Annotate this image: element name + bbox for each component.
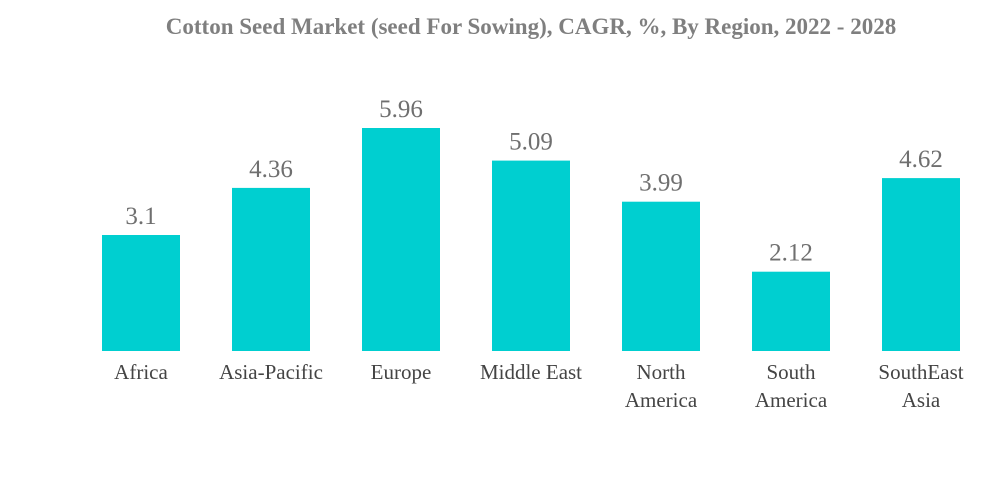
bar-south-america [752, 271, 830, 351]
category-label-north-america: North America [625, 360, 698, 412]
bar-southeast-asia [882, 178, 960, 351]
bars-layer [102, 128, 960, 351]
category-label-europe: Europe [371, 360, 432, 384]
bar-europe [362, 128, 440, 351]
value-label-europe: 5.96 [379, 96, 423, 123]
category-label-africa: Africa [114, 360, 168, 384]
value-label-africa: 3.1 [125, 203, 156, 230]
value-label-south-america: 2.12 [769, 240, 813, 267]
category-label-southeast-asia: SouthEast Asia [878, 360, 963, 412]
value-label-southeast-asia: 4.62 [899, 146, 943, 173]
value-label-middle-east: 5.09 [509, 129, 553, 156]
bar-middle-east [492, 160, 570, 351]
value-label-north-america: 3.99 [639, 170, 683, 197]
bar-africa [102, 235, 180, 351]
category-label-middle-east: Middle East [480, 360, 582, 384]
category-label-south-america: South America [755, 360, 828, 412]
category-label-asia-pacific: Asia-Pacific [219, 360, 323, 384]
category-labels-layer: Africa Asia-Pacific Europe Middle East North… [114, 360, 964, 412]
value-label-asia-pacific: 4.36 [249, 156, 293, 183]
chart-title: Cotton Seed Market (seed For Sowing), CA… [165, 14, 897, 39]
value-labels-layer: 3.1 4.36 5.96 5.09 3.99 2.12 4.62 [125, 96, 943, 267]
bar-north-america [622, 201, 700, 351]
bar-asia-pacific [232, 187, 310, 351]
